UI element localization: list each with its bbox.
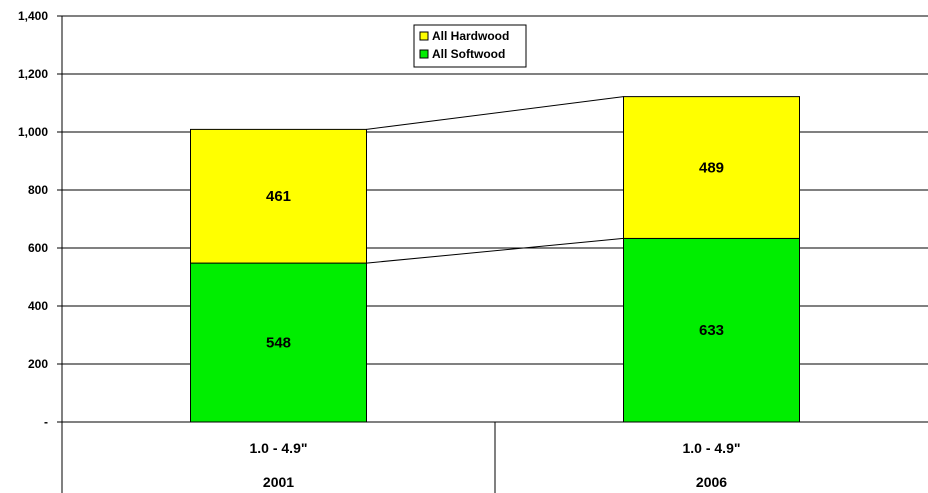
series-line bbox=[366, 237, 624, 264]
data-label: 489 bbox=[699, 160, 724, 177]
data-label: 633 bbox=[699, 322, 724, 339]
legend-swatch bbox=[419, 49, 429, 59]
bars bbox=[190, 96, 800, 423]
bar-segment bbox=[190, 128, 367, 264]
y-tick-label: 800 bbox=[28, 183, 48, 197]
category-label: 1.0 - 4.9" bbox=[682, 440, 740, 456]
category-label: 1.0 - 4.9" bbox=[249, 440, 307, 456]
legend-swatch bbox=[419, 31, 429, 41]
y-tick-label: 600 bbox=[28, 241, 48, 255]
labels: 548 461 1.0 - 4.9" 2001 633 489 1.0 - 4.9" 2006 bbox=[249, 160, 740, 490]
y-tick-label: - bbox=[44, 415, 48, 429]
group-label: 2006 bbox=[696, 474, 727, 490]
y-tick-label: 1,200 bbox=[18, 67, 48, 81]
y-tick-label: 1,000 bbox=[18, 125, 48, 139]
series-lines bbox=[366, 96, 624, 264]
bar-segment bbox=[623, 237, 800, 423]
bar-segment bbox=[190, 262, 367, 423]
data-label: 461 bbox=[266, 188, 291, 205]
legend: All Hardwood All Softwood bbox=[413, 24, 527, 68]
legend-label: All Hardwood bbox=[432, 29, 509, 43]
group-label: 2001 bbox=[263, 474, 294, 490]
series-line bbox=[366, 96, 624, 130]
y-tick-label: 200 bbox=[28, 357, 48, 371]
data-label: 548 bbox=[266, 335, 291, 352]
y-tick-label: 1,400 bbox=[18, 9, 48, 23]
bar-segment bbox=[623, 96, 800, 239]
legend-label: All Softwood bbox=[432, 47, 505, 61]
y-tick-label: 400 bbox=[28, 299, 48, 313]
legend-box bbox=[413, 24, 527, 68]
